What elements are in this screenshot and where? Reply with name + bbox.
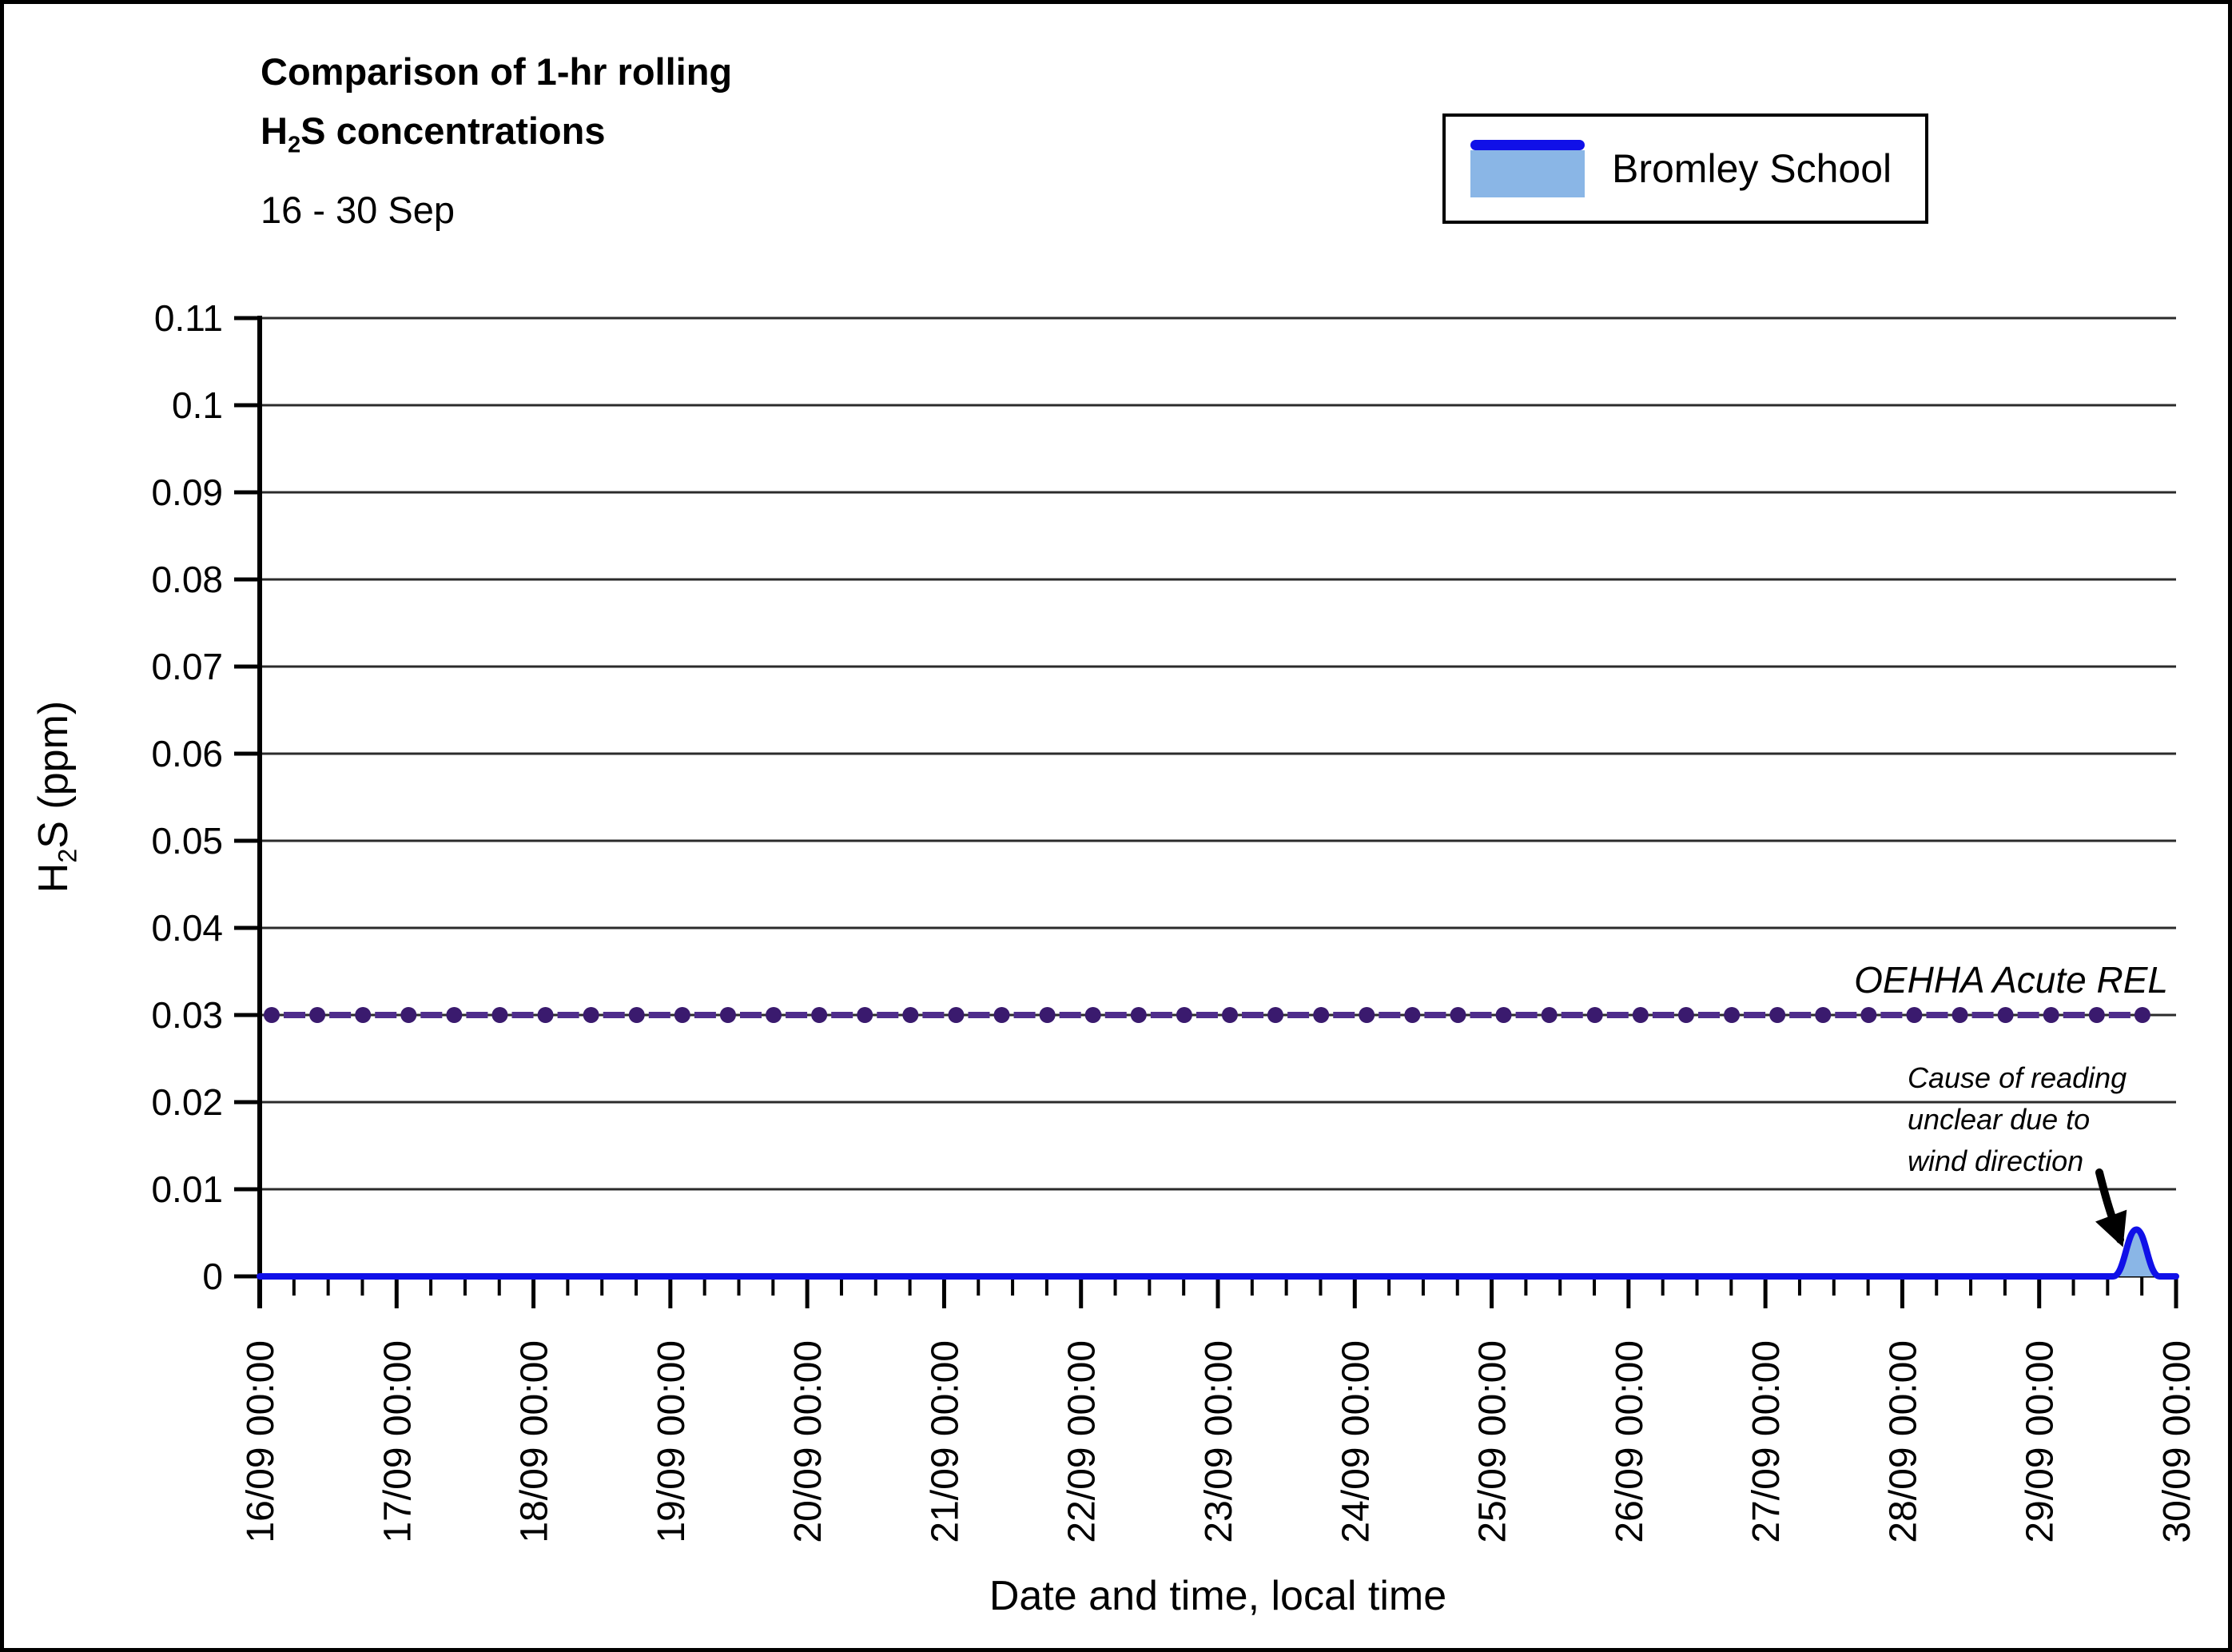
x-tick-label: 16/09 00:00 — [240, 1340, 282, 1543]
x-tick-label: 25/09 00:00 — [1472, 1340, 1514, 1543]
x-tick-label: 17/09 00:00 — [376, 1340, 419, 1543]
legend-fill-sample — [1470, 150, 1585, 197]
rel-marker — [1450, 1007, 1466, 1023]
y-tick-label: 0.09 — [151, 472, 223, 513]
x-tick-label: 19/09 00:00 — [651, 1340, 693, 1543]
y-tick-label: 0.04 — [151, 907, 223, 949]
chart-title: Comparison of 1-hr rolling H2S concentra… — [261, 42, 732, 174]
rel-marker — [1724, 1007, 1741, 1023]
subscript-2: 2 — [53, 848, 82, 863]
rel-marker — [719, 1007, 736, 1023]
legend-line-sample — [1470, 140, 1585, 150]
series-line — [257, 1226, 2179, 1280]
y-tick-label: 0.03 — [151, 994, 223, 1036]
plot-area: 0.11 0.1 0.09 0.08 0.07 0.06 0.05 0.04 0.03 0.02 0… — [151, 297, 2198, 1543]
rel-marker — [674, 1007, 690, 1023]
y-tick-label: 0.05 — [151, 820, 223, 862]
rel-marker — [1541, 1007, 1558, 1023]
x-tick-label: 23/09 00:00 — [1198, 1340, 1240, 1543]
rel-reference-label: OEHHA Acute REL — [1854, 959, 2168, 1001]
rel-marker — [583, 1007, 599, 1023]
rel-marker — [400, 1007, 417, 1023]
x-tick-label: 27/09 00:00 — [1745, 1340, 1788, 1543]
x-axis-title: Date and time, local time — [989, 1573, 1447, 1619]
x-tick-label: 29/09 00:00 — [2019, 1340, 2062, 1543]
rel-marker — [1815, 1007, 1832, 1023]
y-axis-title: H2S (ppm) — [30, 700, 82, 894]
rel-marker — [1495, 1007, 1512, 1023]
rel-marker — [1997, 1007, 2014, 1023]
y-tick-label: 0.01 — [151, 1168, 223, 1210]
rel-marker — [1906, 1007, 1923, 1023]
legend-label: Bromley School — [1612, 146, 1892, 191]
rel-marker — [1359, 1007, 1375, 1023]
rel-marker — [1677, 1007, 1694, 1023]
rel-marker — [902, 1007, 919, 1023]
rel-marker — [993, 1007, 1010, 1023]
legend-box: Bromley School — [1442, 113, 1928, 224]
y-tick-label: 0.07 — [151, 646, 223, 687]
series-fill — [260, 1229, 2176, 1276]
x-tick-label: 20/09 00:00 — [787, 1340, 830, 1543]
x-tick-label: 18/09 00:00 — [514, 1340, 556, 1543]
rel-marker — [1313, 1007, 1330, 1023]
chart-subtitle: 16 - 30 Sep — [261, 189, 456, 231]
y-tick-label: 0.02 — [151, 1081, 223, 1123]
rel-marker — [1952, 1007, 1968, 1023]
annotation-arrow — [2095, 1168, 2127, 1248]
rel-marker — [1586, 1007, 1603, 1023]
rel-marker — [537, 1007, 554, 1023]
rel-marker — [1084, 1007, 1101, 1023]
x-tick-label: 21/09 00:00 — [924, 1340, 966, 1543]
rel-marker — [1039, 1007, 1056, 1023]
rel-marker — [1222, 1007, 1238, 1023]
y-tick-label: 0.1 — [172, 384, 223, 426]
x-tick-label: 26/09 00:00 — [1609, 1340, 1651, 1543]
rel-marker — [2088, 1007, 2105, 1023]
y-tick-label: 0.08 — [151, 559, 223, 600]
y-tick-label: 0 — [202, 1256, 223, 1297]
chart-title-line1: Comparison of 1-hr rolling — [261, 50, 733, 93]
rel-marker — [355, 1007, 372, 1023]
rel-marker — [491, 1007, 508, 1023]
spike-annotation: Cause of reading unclear due to wind dir… — [1908, 1061, 2127, 1177]
rel-marker — [309, 1007, 326, 1023]
rel-marker — [628, 1007, 645, 1023]
rel-marker — [1130, 1007, 1147, 1023]
rel-marker — [766, 1007, 782, 1023]
subscript-2: 2 — [287, 132, 301, 158]
x-tick-label: 28/09 00:00 — [1882, 1340, 1924, 1543]
rel-marker — [811, 1007, 828, 1023]
rel-marker — [2043, 1007, 2059, 1023]
y-tick-label: 0.11 — [154, 297, 223, 339]
rel-marker — [1860, 1007, 1877, 1023]
x-tick-label: 22/09 00:00 — [1061, 1340, 1104, 1543]
chart-title-line2: H2S concentrations — [261, 109, 606, 158]
rel-marker — [446, 1007, 463, 1023]
y-tick-label: 0.06 — [151, 733, 223, 774]
rel-marker — [1176, 1007, 1192, 1023]
x-tick-label: 30/09 00:00 — [2156, 1340, 2198, 1543]
legend-area-swatch — [1470, 140, 1585, 197]
rel-marker — [264, 1007, 280, 1023]
rel-marker — [1769, 1007, 1786, 1023]
rel-marker — [948, 1007, 965, 1023]
rel-marker — [857, 1007, 873, 1023]
rel-marker — [1632, 1007, 1649, 1023]
x-tick-label: 24/09 00:00 — [1335, 1340, 1377, 1543]
rel-marker — [1404, 1007, 1421, 1023]
rel-marker — [2134, 1007, 2150, 1023]
rel-marker — [1267, 1007, 1284, 1023]
